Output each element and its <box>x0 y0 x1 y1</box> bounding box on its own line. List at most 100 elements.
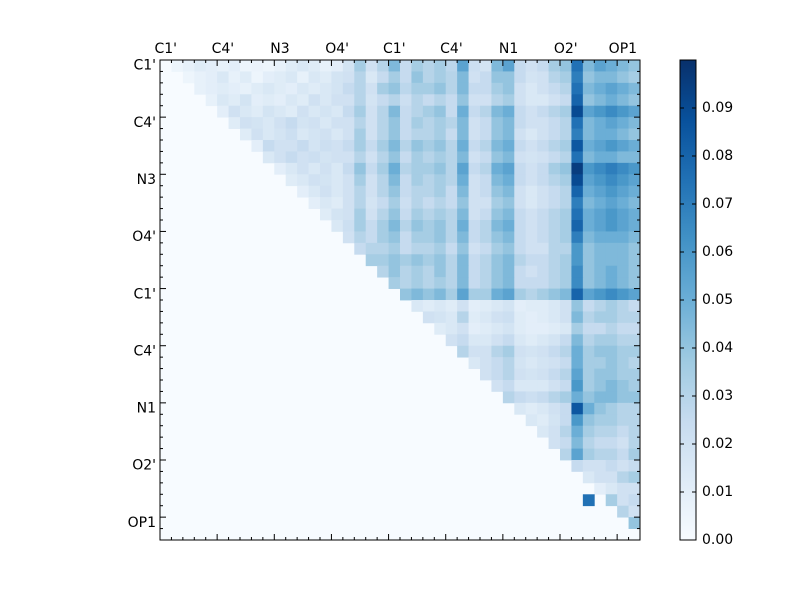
heatmap-cell <box>548 288 561 301</box>
heatmap-cell <box>354 220 367 232</box>
heatmap-cell <box>388 162 401 175</box>
heatmap-cell <box>285 162 298 175</box>
heatmap-cell <box>388 140 401 152</box>
heatmap-cell <box>411 231 424 244</box>
heatmap-cell <box>525 254 538 267</box>
y-tick-label: O2' <box>132 458 156 474</box>
heatmap-cell <box>457 105 469 118</box>
heatmap-cell <box>285 82 298 95</box>
heatmap-cell <box>491 197 504 209</box>
heatmap-cell <box>594 322 607 335</box>
heatmap-cell <box>457 265 469 278</box>
heatmap-cell <box>514 208 527 221</box>
heatmap-cell <box>468 105 481 118</box>
heatmap-cell <box>571 380 584 392</box>
heatmap-cell <box>411 208 424 221</box>
heatmap-cell <box>445 117 458 129</box>
heatmap-cell <box>548 437 561 449</box>
heatmap-cell <box>605 162 618 175</box>
heatmap-cell <box>628 60 641 72</box>
heatmap-cell <box>274 140 287 152</box>
heatmap-cell <box>491 128 504 141</box>
heatmap-cell <box>537 288 549 301</box>
heatmap-cell <box>582 94 595 107</box>
heatmap-cell <box>582 345 595 358</box>
heatmap-cell <box>514 345 527 358</box>
heatmap-cell <box>297 128 309 141</box>
heatmap-cell <box>502 357 515 369</box>
heatmap-cell <box>354 128 367 141</box>
heatmap-cell <box>582 174 595 187</box>
heatmap-cell <box>548 140 561 152</box>
heatmap-cell <box>308 71 321 84</box>
heatmap-cell <box>331 117 344 129</box>
heatmap-cell <box>560 437 572 449</box>
heatmap-cell <box>560 174 572 187</box>
heatmap-cell <box>514 288 527 301</box>
heatmap-cell <box>628 82 641 95</box>
heatmap-cell <box>411 254 424 267</box>
heatmap-cell <box>434 60 447 72</box>
heatmap-cell <box>594 471 607 484</box>
heatmap-cell <box>537 300 549 312</box>
heatmap-cell <box>628 517 641 529</box>
heatmap-cell <box>525 140 538 152</box>
heatmap-cell <box>262 71 275 84</box>
heatmap-cell <box>571 197 584 209</box>
heatmap-cell <box>525 357 538 369</box>
heatmap-cell <box>445 128 458 141</box>
heatmap-cell <box>388 231 401 244</box>
heatmap-cell <box>582 185 595 198</box>
heatmap-cell <box>400 288 412 301</box>
heatmap-cell <box>491 140 504 152</box>
heatmap-cell <box>308 197 321 209</box>
heatmap-cell <box>594 437 607 449</box>
heatmap-cell <box>617 242 629 255</box>
heatmap-cell <box>514 265 527 278</box>
heatmap-cell <box>480 174 492 187</box>
heatmap-cell <box>548 334 561 347</box>
heatmap-cell <box>171 60 184 72</box>
heatmap-cell <box>617 288 629 301</box>
heatmap-cell <box>605 402 618 415</box>
heatmap-cell <box>617 380 629 392</box>
heatmap-cell <box>228 82 241 95</box>
heatmap-cell <box>560 265 572 278</box>
heatmap-cell <box>560 448 572 461</box>
heatmap-cell <box>560 140 572 152</box>
heatmap-cell <box>594 185 607 198</box>
heatmap-cell <box>251 60 264 72</box>
heatmap-cell <box>434 265 447 278</box>
heatmap-cell <box>594 277 607 289</box>
heatmap-cell <box>594 242 607 255</box>
heatmap-cell <box>480 277 492 289</box>
heatmap-cell <box>285 128 298 141</box>
heatmap-cell <box>571 105 584 118</box>
heatmap-cell <box>434 117 447 129</box>
y-tick-label: C1' <box>133 58 156 74</box>
heatmap-cell <box>240 60 252 72</box>
heatmap-cell <box>388 128 401 141</box>
heatmap-cell <box>571 334 584 347</box>
heatmap-cell <box>605 311 618 324</box>
heatmap-cell <box>617 357 629 369</box>
heatmap-cell <box>251 117 264 129</box>
heatmap-cell <box>525 220 538 232</box>
heatmap-cell <box>605 71 618 84</box>
heatmap-cell <box>594 334 607 347</box>
heatmap-cell <box>537 425 549 438</box>
heatmap-cell <box>514 185 527 198</box>
heatmap-cell <box>457 71 469 84</box>
heatmap-cell <box>480 345 492 358</box>
heatmap-cell <box>388 117 401 129</box>
heatmap-cell <box>571 425 584 438</box>
heatmap-cell <box>285 140 298 152</box>
heatmap-cell <box>617 265 629 278</box>
heatmap-cell <box>354 208 367 221</box>
heatmap-cell <box>628 425 641 438</box>
heatmap-cell <box>422 71 435 84</box>
heatmap-cell <box>377 162 389 175</box>
colorbar-tick-label: 0.01 <box>702 484 733 500</box>
heatmap-cell <box>605 254 618 267</box>
